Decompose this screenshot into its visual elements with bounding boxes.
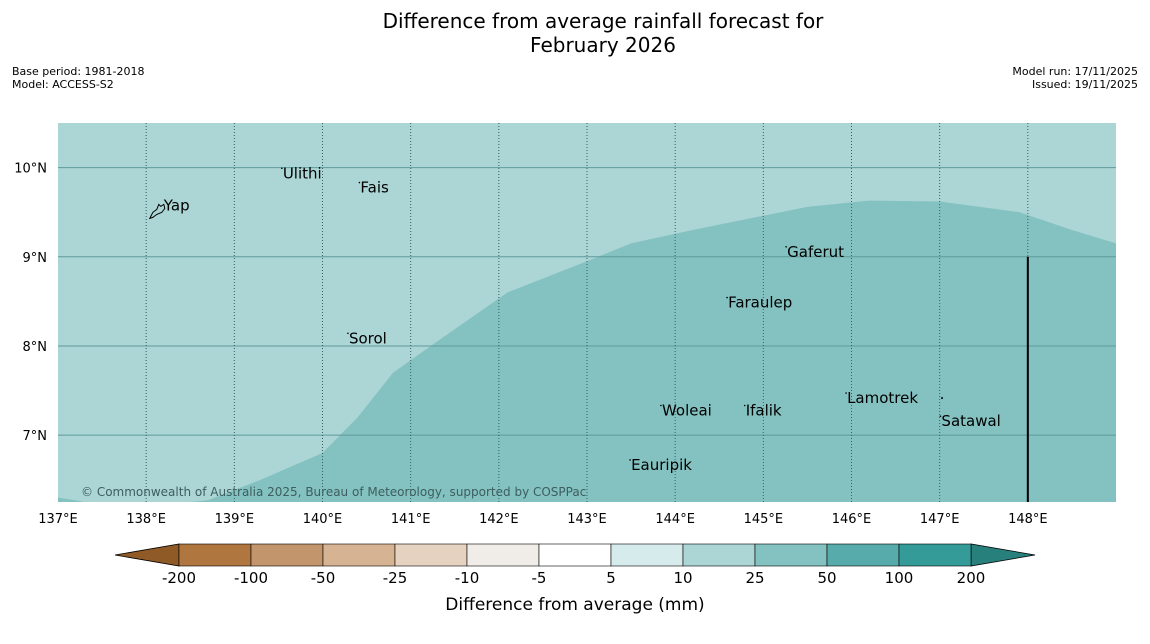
colorbar-tick-label: -100 xyxy=(234,569,268,587)
colorbar-segment xyxy=(610,543,684,567)
map-title: Difference from average rainfall forecas… xyxy=(0,9,1150,57)
colorbar-tick-label: -10 xyxy=(455,569,480,587)
lon-tick-label: 143°E xyxy=(567,512,607,527)
colorbar: -200 -100 -50 -25 -10 -5 5 10 25 50 100 200 Differen… xyxy=(114,543,1036,615)
lon-tick-label: 146°E xyxy=(832,512,872,527)
colorbar-tick-label: 200 xyxy=(957,569,986,587)
island-marker xyxy=(358,181,361,184)
colorbar-tick-label: -200 xyxy=(162,569,196,587)
colorbar-extend-high xyxy=(970,543,1036,567)
colorbar-segment xyxy=(538,543,612,567)
lat-tick-label: 10°N xyxy=(14,162,47,177)
colorbar-segment xyxy=(466,543,540,567)
place-label-woleai: Woleai xyxy=(662,401,712,419)
colorbar-segment xyxy=(178,543,252,567)
island-marker xyxy=(281,167,283,170)
lon-tick-label: 138°E xyxy=(126,512,166,527)
island-marker xyxy=(939,415,942,418)
place-label-faraulep: Faraulep xyxy=(728,294,792,312)
lon-tick-label: 144°E xyxy=(655,512,695,527)
colorbar-segment xyxy=(322,543,396,567)
issued-text: Issued: 19/11/2025 xyxy=(1031,78,1138,91)
island-marker xyxy=(743,404,746,407)
place-label-ulithi: Ulithi xyxy=(283,164,322,182)
island-marker xyxy=(629,459,631,461)
place-label-sorol: Sorol xyxy=(349,329,387,347)
colorbar-segment xyxy=(826,543,900,567)
metadata-right: Model run: 17/11/2025 Issued: 19/11/2025 xyxy=(1012,65,1138,91)
colorbar-title: Difference from average (mm) xyxy=(445,595,704,615)
copyright-text: © Commonwealth of Australia 2025, Bureau… xyxy=(81,485,586,499)
island-marker xyxy=(347,332,349,335)
lon-tick-label: 137°E xyxy=(38,512,78,527)
colorbar-tick-label: 10 xyxy=(673,569,692,587)
lon-tick-label: 148°E xyxy=(1008,512,1048,527)
metadata-left: Base period: 1981-2018 Model: ACCESS-S2 xyxy=(12,65,144,91)
base-period-text: Base period: 1981-2018 xyxy=(12,65,145,78)
map-content: © Commonwealth of Australia 2025, Bureau… xyxy=(58,123,1116,502)
island-marker xyxy=(660,404,662,407)
island-marker xyxy=(845,392,847,394)
island-marker xyxy=(726,296,728,299)
lon-tick-label: 147°E xyxy=(920,512,960,527)
lon-tick-label: 145°E xyxy=(744,512,784,527)
model-text: Model: ACCESS-S2 xyxy=(12,78,114,91)
colorbar-segment xyxy=(394,543,468,567)
colorbar-tick-label: -50 xyxy=(311,569,336,587)
lat-tick-label: 8°N xyxy=(23,340,48,355)
lon-tick-label: 142°E xyxy=(479,512,519,527)
place-label-fais: Fais xyxy=(360,179,389,197)
island-marker xyxy=(941,397,943,399)
lon-tick-label: 141°E xyxy=(391,512,431,527)
colorbar-tick-label: 5 xyxy=(606,569,616,587)
lon-tick-label: 140°E xyxy=(303,512,343,527)
island-outline xyxy=(148,203,166,220)
colorbar-tick-label: 25 xyxy=(745,569,764,587)
title-line-1: Difference from average rainfall forecas… xyxy=(382,9,824,33)
place-label-ifalik: Ifalik xyxy=(746,401,782,419)
colorbar-segment xyxy=(682,543,756,567)
colorbar-tick-label: 50 xyxy=(817,569,836,587)
place-label-eauripik: Eauripik xyxy=(631,456,692,474)
colorbar-segment xyxy=(898,543,972,567)
place-label-lamotrek: Lamotrek xyxy=(847,389,918,407)
map-area: © Commonwealth of Australia 2025, Bureau… xyxy=(14,123,1116,527)
lat-tick-label: 9°N xyxy=(23,251,48,266)
place-label-yap: Yap xyxy=(163,196,190,214)
lat-tick-label: 7°N xyxy=(23,429,48,444)
colorbar-tick-label: -25 xyxy=(383,569,408,587)
place-label-satawal: Satawal xyxy=(941,412,1000,430)
colorbar-tick-label: 100 xyxy=(885,569,914,587)
place-label-gaferut: Gaferut xyxy=(787,243,844,261)
model-run-text: Model run: 17/11/2025 xyxy=(1012,65,1138,78)
colorbar-tick-label: -5 xyxy=(532,569,547,587)
lon-tick-label: 139°E xyxy=(215,512,255,527)
colorbar-segment xyxy=(250,543,324,567)
title-line-2: February 2026 xyxy=(530,33,676,57)
colorbar-segment xyxy=(754,543,828,567)
colorbar-extend-low xyxy=(114,543,180,567)
island-marker xyxy=(785,245,787,248)
